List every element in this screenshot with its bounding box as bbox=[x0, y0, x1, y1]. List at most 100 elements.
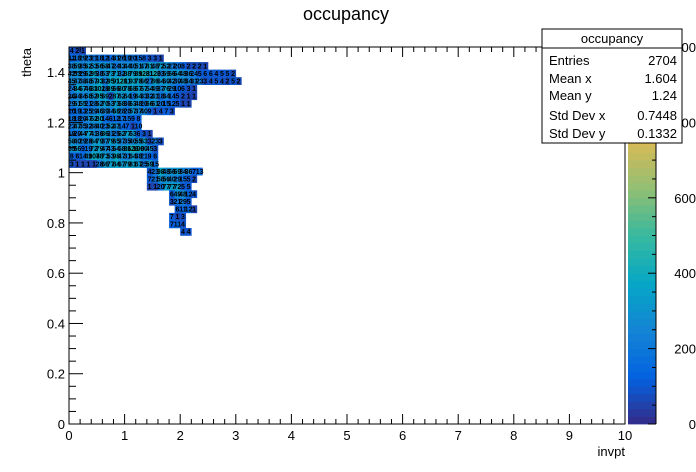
heatmap-cell-label: 10 bbox=[174, 86, 182, 93]
heatmap-cell bbox=[74, 69, 81, 78]
heatmap-cell-label: 47 bbox=[112, 124, 120, 131]
heatmap-cell bbox=[69, 62, 75, 70]
heatmap-cell bbox=[180, 190, 187, 199]
heatmap-cell-label: 15 bbox=[179, 176, 187, 183]
heatmap-cell bbox=[85, 114, 92, 123]
heatmap-cell-label: 20 bbox=[157, 184, 165, 191]
heatmap-cell bbox=[202, 69, 209, 78]
color-scale-segment bbox=[628, 386, 656, 395]
heatmap-cell-label: 72 bbox=[174, 184, 182, 191]
heatmap-cell-label: 42 bbox=[68, 71, 76, 78]
heatmap-cell bbox=[69, 54, 75, 63]
heatmap-cell-label: 12 bbox=[185, 207, 193, 214]
heatmap-cell-label: 7 bbox=[170, 214, 174, 221]
heatmap-cell-label: 67 bbox=[135, 86, 143, 93]
heatmap-cell bbox=[174, 205, 181, 214]
x-tick-label: 1 bbox=[121, 428, 128, 443]
heatmap-cell-label: 32 bbox=[118, 71, 126, 78]
heatmap-cell bbox=[91, 99, 98, 108]
heatmap-cell bbox=[191, 167, 198, 176]
heatmap-cell-label: 47 bbox=[140, 63, 148, 70]
heatmap-cell-label: 3 bbox=[159, 139, 163, 146]
heatmap-cell bbox=[80, 107, 86, 116]
x-tick-label: 2 bbox=[177, 428, 184, 443]
heatmap-cell bbox=[107, 114, 114, 123]
heatmap-cell-label: 69 bbox=[101, 93, 109, 100]
heatmap-cell-label: 3 bbox=[142, 131, 146, 138]
heatmap-cell bbox=[135, 114, 142, 123]
heatmap-cell bbox=[80, 92, 86, 101]
heatmap-cell bbox=[91, 145, 98, 153]
heatmap-cell-label: 62 bbox=[118, 93, 126, 100]
heatmap-cell bbox=[124, 99, 131, 108]
heatmap-cell bbox=[91, 77, 98, 85]
heatmap-cell bbox=[113, 84, 120, 93]
heatmap-cell-label: 59 bbox=[146, 161, 154, 168]
heatmap-cell bbox=[157, 182, 164, 191]
color-scale-segment bbox=[628, 273, 656, 282]
color-scale-segment bbox=[628, 363, 656, 372]
heatmap-cell-label: 1 bbox=[159, 56, 163, 63]
color-scale-segment bbox=[628, 303, 656, 312]
heatmap-cell-label: 20 bbox=[140, 101, 148, 108]
heatmap-cell bbox=[107, 129, 114, 138]
color-scale-tick-label: 0 bbox=[689, 417, 696, 432]
heatmap-cell bbox=[91, 122, 98, 131]
heatmap-cell-label: 7 bbox=[192, 169, 196, 176]
heatmap-cell bbox=[135, 84, 142, 93]
heatmap-cell bbox=[80, 77, 86, 85]
heatmap-cell bbox=[146, 84, 153, 93]
heatmap-cell bbox=[102, 152, 109, 161]
heatmap-cell bbox=[91, 84, 98, 93]
heatmap-cell-label: 15 bbox=[123, 116, 131, 123]
heatmap-cell bbox=[146, 77, 153, 85]
heatmap-cell bbox=[202, 77, 209, 85]
heatmap-cell bbox=[230, 77, 237, 85]
heatmap-cell-label: 80 bbox=[96, 116, 104, 123]
heatmap-cell bbox=[141, 107, 148, 116]
y-tick-label: 0 bbox=[58, 417, 65, 432]
heatmap-cell bbox=[80, 47, 86, 55]
heatmap-cell-label: 6 bbox=[170, 191, 174, 198]
heatmap-cell bbox=[124, 137, 131, 146]
heatmap-cell-label: 5 bbox=[181, 184, 185, 191]
heatmap-cell bbox=[107, 107, 114, 116]
heatmap-cell bbox=[157, 84, 164, 93]
heatmap-cell-label: 20 bbox=[79, 116, 87, 123]
heatmap-cell-label: 47 bbox=[118, 154, 126, 161]
color-scale-segment bbox=[628, 333, 656, 342]
heatmap-cell-label: 98 bbox=[112, 154, 120, 161]
heatmap-cell-label: 121 bbox=[116, 78, 128, 85]
stat-value-std-dev-y: 0.1332 bbox=[637, 126, 677, 141]
heatmap-cell-label: 1 bbox=[81, 48, 85, 55]
heatmap-cell-label: 83 bbox=[90, 86, 98, 93]
heatmap-cell-label: 1 bbox=[148, 131, 152, 138]
heatmap-cell-label: 62 bbox=[85, 71, 93, 78]
heatmap-cell bbox=[102, 122, 109, 131]
heatmap-cell bbox=[107, 62, 114, 70]
heatmap-cell-label: 23 bbox=[85, 56, 93, 63]
heatmap-cell bbox=[146, 129, 153, 138]
heatmap-cell bbox=[113, 99, 120, 108]
heatmap-cell-label: 6 bbox=[203, 71, 207, 78]
color-scale-segment bbox=[628, 325, 656, 334]
heatmap-cell-label: 56 bbox=[96, 63, 104, 70]
x-tick-label: 8 bbox=[510, 428, 517, 443]
heatmap-cell-label: 5 bbox=[198, 71, 202, 78]
heatmap-cell-label: 55 bbox=[68, 146, 76, 153]
heatmap-cell-label: 1 bbox=[181, 101, 185, 108]
heatmap-cell bbox=[157, 107, 164, 116]
heatmap-cell-label: 64 bbox=[129, 154, 137, 161]
heatmap-cell bbox=[152, 62, 159, 70]
heatmap-cell-label: 93 bbox=[129, 78, 137, 85]
heatmap-cell-label: 32 bbox=[146, 93, 154, 100]
heatmap-cell-label: 8 bbox=[70, 154, 74, 161]
heatmap-cell bbox=[91, 114, 98, 123]
heatmap-cell bbox=[102, 69, 109, 78]
heatmap-cell bbox=[180, 99, 187, 108]
heatmap-cell bbox=[130, 54, 137, 63]
heatmap-cell bbox=[107, 77, 114, 85]
heatmap-cell bbox=[141, 160, 148, 168]
heatmap-cell-label: 21 bbox=[85, 101, 93, 108]
